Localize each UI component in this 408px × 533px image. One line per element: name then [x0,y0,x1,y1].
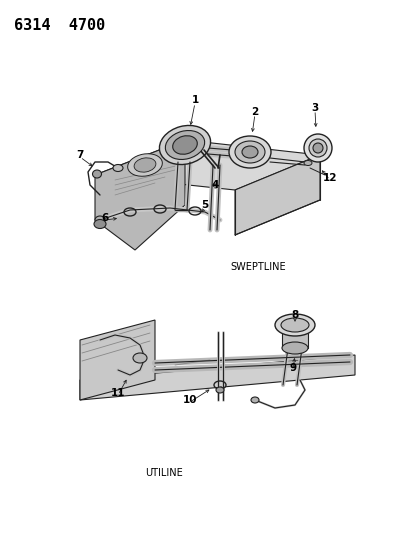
Ellipse shape [304,134,332,162]
Text: 5: 5 [202,200,208,210]
Text: 4: 4 [211,180,219,190]
Text: SWEPTLINE: SWEPTLINE [230,262,286,272]
Ellipse shape [235,141,265,163]
Ellipse shape [304,160,312,166]
Ellipse shape [309,139,327,157]
Ellipse shape [313,143,323,153]
Ellipse shape [128,154,162,176]
Text: 3: 3 [311,103,319,113]
Ellipse shape [95,216,105,224]
Ellipse shape [113,165,123,172]
Text: 9: 9 [289,363,297,373]
Ellipse shape [281,318,309,332]
Ellipse shape [94,220,106,229]
Ellipse shape [251,397,259,403]
Polygon shape [235,155,320,235]
Polygon shape [282,325,308,348]
Text: 2: 2 [251,107,259,117]
Text: 6314  4700: 6314 4700 [14,18,105,33]
Text: 6: 6 [101,213,109,223]
Ellipse shape [229,136,271,168]
Ellipse shape [173,136,197,154]
Ellipse shape [216,387,224,393]
Ellipse shape [134,158,156,172]
Polygon shape [95,140,320,190]
Polygon shape [95,140,185,250]
Ellipse shape [282,342,308,354]
Ellipse shape [160,125,211,165]
Ellipse shape [93,170,102,178]
Ellipse shape [242,146,258,158]
Polygon shape [80,355,355,400]
Ellipse shape [133,353,147,363]
Ellipse shape [165,131,205,159]
Text: 11: 11 [111,388,125,398]
Text: 8: 8 [291,310,299,320]
Polygon shape [80,320,155,400]
Text: 10: 10 [183,395,197,405]
Ellipse shape [275,314,315,336]
Text: 12: 12 [323,173,337,183]
Text: 1: 1 [191,95,199,105]
Text: 7: 7 [76,150,84,160]
Text: UTILINE: UTILINE [145,468,183,478]
